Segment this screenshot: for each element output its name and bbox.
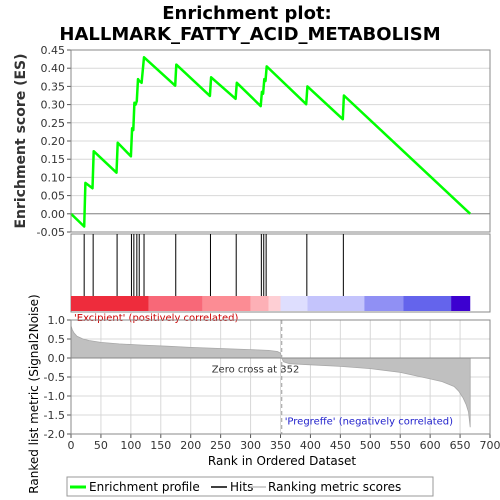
es-tick-label: 0.15: [41, 153, 66, 166]
x-tick-label: 300: [240, 439, 261, 452]
legend: Enrichment profile Hits Ranking metric s…: [66, 476, 434, 497]
es-tick-label: 0.45: [41, 44, 66, 57]
es-tick-label: 0.20: [41, 135, 66, 148]
metric-tick-label: -1.5: [44, 409, 65, 422]
legend-metric-label: Ranking metric scores: [268, 480, 401, 494]
es-axis-label: Enrichment score (ES): [13, 53, 29, 228]
x-tick-label: 600: [420, 439, 441, 452]
metric-axis-label: Ranked list metric (Signal2Noise): [27, 294, 41, 493]
heat-segment: [268, 296, 281, 311]
es-tick-label: 0.10: [41, 171, 66, 184]
metric-tick-label: -2.0: [44, 428, 65, 441]
metric-tick-label: -1.0: [44, 390, 65, 403]
heat-segment: [148, 296, 203, 311]
chart-title-line-1: Enrichment plot:: [162, 3, 332, 24]
es-plot-frame: [70, 49, 491, 233]
metric-plot-frame: [70, 319, 491, 435]
zero-cross-label: Zero cross at 352: [212, 364, 300, 375]
es-tick-label: 0.40: [41, 62, 66, 75]
es-tick-label: 0.30: [41, 99, 66, 112]
es-tick-label: 0.35: [41, 80, 66, 93]
heat-segment: [280, 296, 308, 311]
x-axis-label: Rank in Ordered Dataset: [208, 454, 356, 468]
x-tick-label: 550: [390, 439, 411, 452]
x-tick-label: 150: [150, 439, 171, 452]
metric-panel: 1.0 0.5 0.0 -0.5 -1.0 -1.5 -2.00 50 100 150 200 250…: [44, 313, 500, 452]
heat-segment: [307, 296, 365, 311]
es-tick-label: -0.05: [37, 226, 65, 239]
x-tick-label: 650: [450, 439, 471, 452]
positive-correlation-label: 'Excipient' (positively correlated): [74, 313, 238, 324]
x-tick-label: 250: [210, 439, 231, 452]
legend-hits-label: Hits: [230, 480, 253, 494]
es-tick-label: 0.00: [41, 208, 66, 221]
metric-tick-label: 0.0: [48, 352, 66, 365]
x-tick-label: 500: [360, 439, 381, 452]
negative-correlation-label: 'Pregreffe' (negatively correlated): [285, 417, 453, 428]
x-tick-label: 0: [68, 439, 75, 452]
heat-segment: [364, 296, 404, 311]
x-tick-label: 350: [270, 439, 291, 452]
metric-tick-label: 1.0: [48, 314, 66, 327]
heat-segment: [202, 296, 251, 311]
heat-segment: [403, 296, 452, 311]
legend-profile-label: Enrichment profile: [89, 480, 200, 494]
es-panel: 0.45 0.40 0.35 0.30 0.25 0.20 0.15 0.10 0.05 0.00…: [37, 44, 491, 239]
chart-title-line-2: HALLMARK_FATTY_ACID_METABOLISM: [59, 24, 440, 45]
x-tick-label: 50: [94, 439, 108, 452]
x-tick-label: 200: [180, 439, 201, 452]
x-tick-label: 400: [300, 439, 321, 452]
x-tick-label: 100: [120, 439, 141, 452]
enrichment-profile-line: [70, 56, 472, 228]
es-tick-label: 0.25: [41, 117, 66, 130]
x-tick-label: 450: [330, 439, 351, 452]
heat-segment: [71, 296, 149, 311]
x-tick-label: 700: [480, 439, 500, 452]
metric-tick-label: -0.5: [44, 371, 65, 384]
metric-tick-label: 0.5: [48, 333, 66, 346]
hits-panel: [70, 233, 491, 313]
es-tick-label: 0.05: [41, 190, 66, 203]
heat-segment: [250, 296, 269, 311]
heat-segment: [451, 296, 471, 311]
